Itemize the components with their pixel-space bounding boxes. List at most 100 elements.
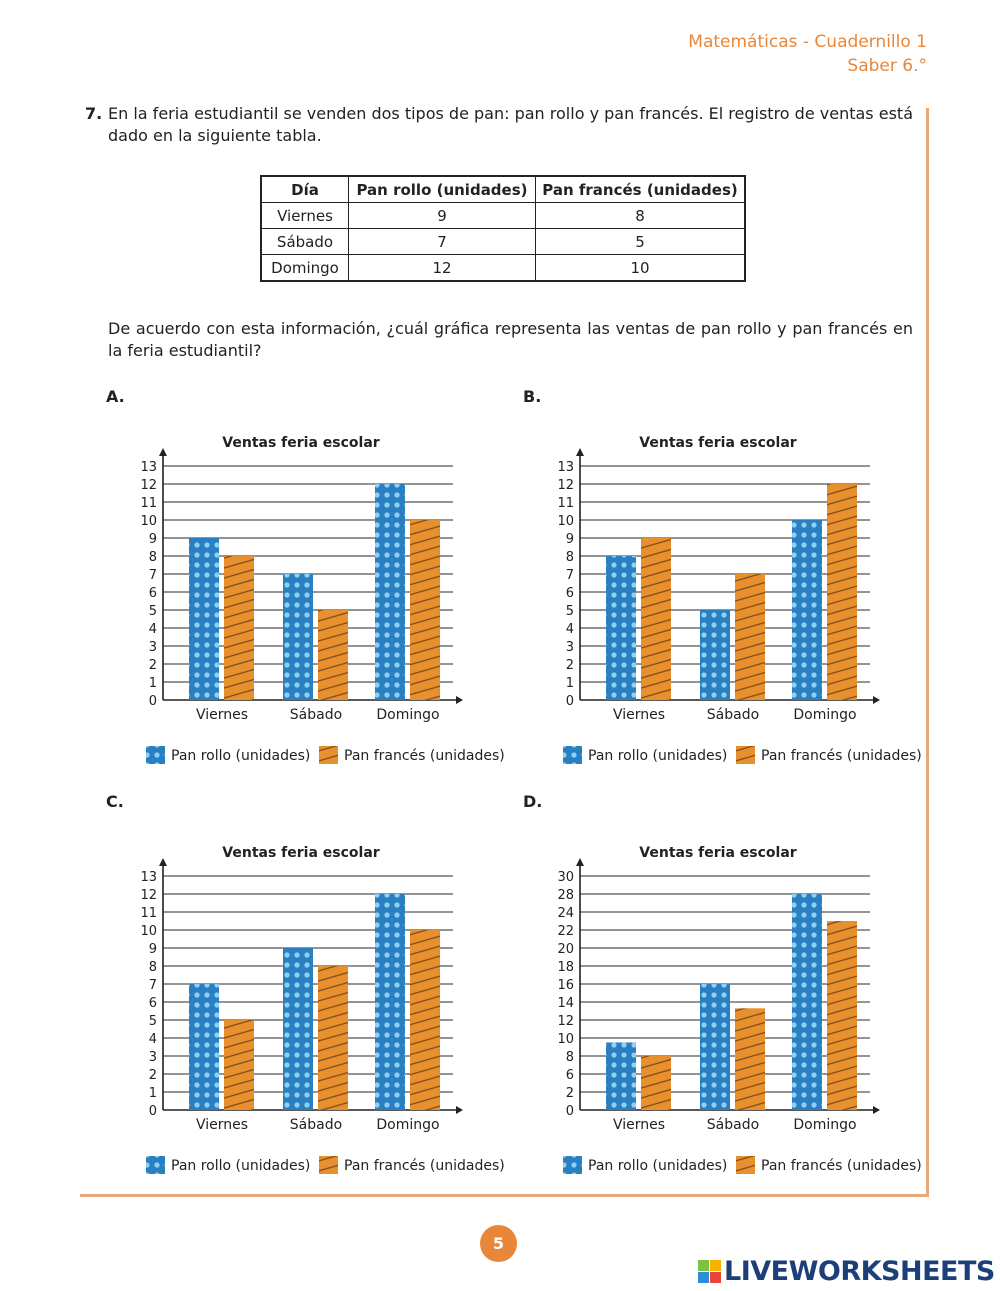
bar-pan-frances	[735, 574, 765, 700]
x-category-label: Viernes	[613, 707, 665, 723]
x-axis-arrow-icon	[873, 1106, 880, 1114]
chart-title: Ventas feria escolar	[639, 845, 796, 861]
table-cell: Sábado	[260, 228, 349, 255]
y-tick-label: 12	[140, 888, 157, 903]
y-tick-label: 8	[566, 550, 574, 565]
bar-pan-frances	[224, 556, 254, 700]
y-tick-label: 7	[566, 568, 574, 583]
question-text: 7. En la feria estudiantil se venden dos…	[85, 103, 913, 147]
y-tick-label: 13	[140, 460, 157, 475]
legend-label: Pan francés (unidades)	[761, 748, 922, 764]
y-tick-label: 1	[149, 676, 157, 691]
y-tick-label: 2	[149, 1068, 157, 1083]
table-header: Día	[260, 175, 349, 203]
legend-swatch-pan-rollo	[563, 1156, 582, 1174]
y-tick-label: 0	[149, 1104, 157, 1119]
y-tick-label: 6	[149, 996, 157, 1011]
y-tick-label: 3	[149, 1050, 157, 1065]
y-tick-label: 4	[149, 622, 157, 637]
y-tick-label: 6	[566, 586, 574, 601]
option-a-label[interactable]: A.	[106, 387, 125, 406]
bar-pan-frances	[641, 538, 671, 700]
bar-pan-frances	[827, 484, 857, 700]
y-tick-label: 8	[149, 960, 157, 975]
y-tick-label: 10	[557, 514, 574, 529]
y-tick-label: 1	[566, 676, 574, 691]
bar-pan-rollo	[375, 484, 405, 700]
bar-pan-rollo	[792, 520, 822, 700]
y-tick-label: 10	[557, 1032, 574, 1047]
bar-pan-frances	[318, 966, 348, 1110]
question-prompt: De acuerdo con esta información, ¿cuál g…	[108, 319, 913, 360]
table-cell: 5	[535, 228, 746, 255]
legend-label: Pan francés (unidades)	[761, 1158, 922, 1174]
y-tick-label: 11	[140, 496, 157, 511]
y-tick-label: 11	[140, 906, 157, 921]
y-tick-label: 10	[140, 924, 157, 939]
y-tick-label: 3	[566, 640, 574, 655]
option-b-label[interactable]: B.	[523, 387, 542, 406]
y-tick-label: 5	[149, 604, 157, 619]
legend-label: Pan francés (unidades)	[344, 748, 505, 764]
y-tick-label: 3	[149, 640, 157, 655]
bar-pan-rollo	[700, 610, 730, 700]
y-tick-label: 24	[557, 906, 574, 921]
chart-title: Ventas feria escolar	[222, 435, 379, 451]
y-tick-label: 6	[566, 1068, 574, 1083]
option-d-label[interactable]: D.	[523, 792, 543, 811]
table-header: Pan rollo (unidades)	[348, 175, 536, 203]
y-tick-label: 5	[149, 1014, 157, 1029]
chart-option-b[interactable]: Ventas feria escolar 0 1 2 3 4 5 6 7 8 9 10 11 12 13 Vi…	[547, 430, 927, 780]
y-tick-label: 4	[149, 1032, 157, 1047]
chart-option-a[interactable]: Ventas feria escolar 0 1 2 3 4 5 6 7 8 9 10 11 12 13 Vi…	[130, 430, 510, 780]
table-cell: 10	[535, 254, 746, 282]
liveworksheets-logo: LIVEWORKSHEETS	[698, 1256, 995, 1287]
question-number: 7.	[85, 104, 103, 123]
x-category-label: Viernes	[196, 707, 248, 723]
table-header-row: Día Pan rollo (unidades) Pan francés (un…	[260, 175, 746, 203]
y-tick-label: 7	[149, 568, 157, 583]
x-category-label: Sábado	[290, 707, 342, 723]
y-tick-label: 11	[557, 496, 574, 511]
legend-swatch-pan-rollo	[146, 746, 165, 764]
table-cell: Domingo	[260, 254, 349, 282]
bar-pan-rollo	[189, 538, 219, 700]
table-header: Pan francés (unidades)	[535, 175, 746, 203]
y-axis-arrow-icon	[576, 448, 584, 456]
header-grade: Saber 6.°	[847, 56, 927, 76]
legend-swatch-pan-rollo	[563, 746, 582, 764]
option-c-label[interactable]: C.	[106, 792, 124, 811]
logo-text: LIVEWORKSHEETS	[724, 1256, 995, 1287]
table-row: Domingo 12 10	[260, 254, 746, 282]
bar-pan-rollo	[606, 556, 636, 700]
legend-label: Pan rollo (unidades)	[171, 748, 310, 764]
y-tick-label: 0	[149, 694, 157, 709]
chart-option-d[interactable]: Ventas feria escolar 0 2 6 8 10 12 14 16 18 20 22 24…	[547, 840, 927, 1190]
legend-swatch-pan-rollo	[146, 1156, 165, 1174]
y-axis-arrow-icon	[576, 858, 584, 866]
bar-pan-frances	[410, 930, 440, 1110]
y-tick-label: 0	[566, 1104, 574, 1119]
chart-option-c[interactable]: Ventas feria escolar 0 1 2 3 4 5 6 7 8 9 10 11 12 13 Vi…	[130, 840, 510, 1190]
legend-label: Pan rollo (unidades)	[588, 748, 727, 764]
x-category-label: Viernes	[196, 1117, 248, 1133]
table-cell: Viernes	[260, 202, 349, 229]
bar-pan-rollo	[792, 894, 822, 1110]
y-tick-label: 9	[566, 532, 574, 547]
x-category-label: Domingo	[376, 1117, 439, 1133]
legend-swatch-pan-frances	[319, 746, 338, 764]
x-category-label: Sábado	[290, 1117, 342, 1133]
table-cell: 9	[348, 202, 536, 229]
legend-swatch-pan-frances	[736, 1156, 755, 1174]
bar-pan-rollo	[700, 984, 730, 1110]
bar-pan-rollo	[606, 1042, 636, 1110]
frame-divider	[926, 108, 929, 1197]
y-tick-label: 1	[149, 1086, 157, 1101]
bar-pan-frances	[735, 1008, 765, 1110]
question-statement: En la feria estudiantil se venden dos ti…	[108, 104, 913, 145]
y-tick-label: 9	[149, 532, 157, 547]
y-tick-label: 2	[149, 658, 157, 673]
table-cell: 7	[348, 228, 536, 255]
y-tick-label: 20	[557, 942, 574, 957]
